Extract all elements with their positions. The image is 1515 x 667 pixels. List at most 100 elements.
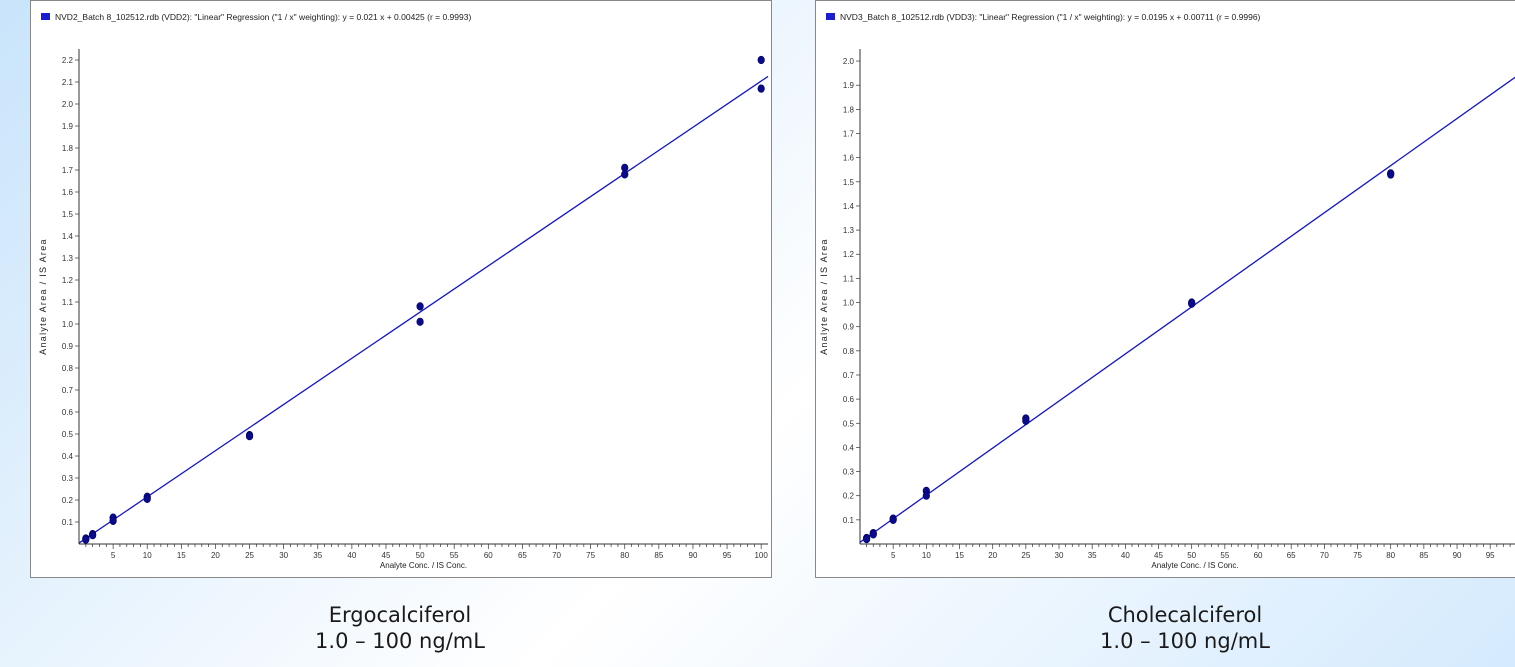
chart-title: NVD3_Batch 8_102512.rdb (VDD3): "Linear"… — [840, 12, 1261, 22]
y-tick-label: 1.4 — [843, 202, 855, 211]
x-tick-label: 30 — [279, 551, 288, 560]
y-tick-label: 1.5 — [62, 210, 74, 219]
x-tick-label: 75 — [586, 551, 595, 560]
chart-panel-ergocalciferol: NVD2_Batch 8_102512.rdb (VDD2): "Linear"… — [30, 0, 772, 578]
data-point — [869, 530, 877, 539]
legend-swatch — [41, 13, 50, 20]
y-tick-label: 0.1 — [843, 516, 855, 525]
x-tick-label: 15 — [955, 551, 964, 560]
x-tick-label: 85 — [1419, 551, 1428, 560]
x-tick-label: 20 — [988, 551, 997, 560]
caption-cholecalciferol: Cholecalciferol 1.0 – 100 ng/mL — [1060, 602, 1310, 654]
x-tick-label: 35 — [1088, 551, 1097, 560]
x-axis-label: Analyte Conc. / IS Conc. — [1151, 561, 1238, 570]
y-tick-label: 1.7 — [843, 130, 855, 139]
y-tick-label: 0.4 — [62, 452, 74, 461]
x-tick-label: 25 — [1021, 551, 1030, 560]
x-tick-label: 80 — [1386, 551, 1395, 560]
data-point — [1188, 299, 1196, 308]
chart-title: NVD2_Batch 8_102512.rdb (VDD2): "Linear"… — [55, 12, 471, 22]
chart-ergocalciferol: NVD2_Batch 8_102512.rdb (VDD2): "Linear"… — [38, 12, 769, 570]
x-tick-label: 95 — [723, 551, 732, 560]
y-tick-label: 0.6 — [62, 408, 74, 417]
y-axis-label: Analyte Area / IS Area — [819, 238, 829, 355]
x-tick-label: 100 — [754, 551, 768, 560]
y-tick-label: 0.8 — [62, 364, 74, 373]
y-tick-label: 1.9 — [62, 122, 74, 131]
chart-cholecalciferol: NVD3_Batch 8_102512.rdb (VDD3): "Linear"… — [819, 12, 1515, 570]
x-tick-label: 5 — [111, 551, 116, 560]
x-tick-label: 40 — [347, 551, 356, 560]
x-tick-label: 60 — [484, 551, 493, 560]
y-tick-label: 1.1 — [62, 298, 74, 307]
data-point — [621, 170, 629, 179]
data-point — [922, 491, 930, 500]
x-tick-label: 60 — [1254, 551, 1263, 560]
y-tick-label: 0.8 — [843, 347, 855, 356]
x-tick-label: 15 — [177, 551, 186, 560]
regression-line — [78, 75, 769, 544]
data-point — [757, 55, 765, 65]
y-tick-label: 0.1 — [62, 518, 74, 527]
data-point — [757, 84, 765, 93]
y-tick-label: 0.3 — [62, 474, 74, 483]
y-tick-label: 1.3 — [843, 226, 855, 235]
y-tick-label: 1.6 — [62, 188, 74, 197]
y-tick-label: 0.2 — [62, 496, 74, 505]
y-tick-label: 0.5 — [843, 419, 855, 428]
y-tick-label: 0.5 — [62, 430, 74, 439]
x-tick-label: 85 — [654, 551, 663, 560]
data-point — [245, 432, 254, 441]
y-tick-label: 0.9 — [843, 323, 855, 332]
y-tick-label: 1.8 — [62, 144, 74, 153]
data-point — [1022, 416, 1030, 425]
y-tick-label: 0.9 — [62, 342, 74, 351]
x-tick-label: 20 — [211, 551, 220, 560]
caption-name: Ergocalciferol — [328, 603, 472, 627]
x-tick-label: 45 — [382, 551, 391, 560]
y-tick-label: 1.7 — [62, 166, 74, 175]
data-point — [82, 535, 90, 544]
y-tick-label: 1.1 — [843, 274, 855, 283]
y-tick-label: 1.8 — [843, 105, 855, 114]
chart-panel-cholecalciferol: NVD3_Batch 8_102512.rdb (VDD3): "Linear"… — [815, 0, 1515, 578]
x-tick-label: 80 — [620, 551, 629, 560]
x-tick-label: 65 — [1287, 551, 1296, 560]
x-tick-label: 25 — [245, 551, 254, 560]
y-tick-label: 0.7 — [843, 371, 855, 380]
y-tick-label: 2.2 — [62, 56, 74, 65]
caption-range: 1.0 – 100 ng/mL — [315, 629, 485, 653]
y-tick-label: 0.3 — [843, 468, 855, 477]
regression-line — [859, 76, 1515, 543]
y-tick-label: 1.5 — [843, 178, 855, 187]
y-tick-label: 2.0 — [62, 100, 74, 109]
caption-range: 1.0 – 100 ng/mL — [1100, 629, 1270, 653]
data-point — [416, 317, 424, 326]
x-tick-label: 75 — [1353, 551, 1362, 560]
data-point — [863, 535, 871, 544]
x-tick-label: 55 — [1220, 551, 1229, 560]
x-tick-label: 40 — [1121, 551, 1130, 560]
x-tick-label: 90 — [689, 551, 698, 560]
y-tick-label: 1.4 — [62, 232, 74, 241]
y-tick-label: 0.2 — [843, 492, 855, 501]
y-tick-label: 2.0 — [843, 57, 855, 66]
y-tick-label: 2.1 — [62, 78, 74, 87]
y-tick-label: 1.2 — [62, 276, 74, 285]
y-axis-label: Analyte Area / IS Area — [38, 238, 48, 355]
y-tick-label: 0.6 — [843, 395, 855, 404]
x-axis-label: Analyte Conc. / IS Conc. — [380, 561, 467, 570]
data-point — [89, 531, 97, 540]
data-point — [416, 302, 424, 311]
y-tick-label: 1.0 — [843, 299, 855, 308]
y-tick-label: 0.4 — [843, 443, 855, 452]
x-tick-label: 5 — [891, 551, 896, 560]
x-tick-label: 55 — [450, 551, 459, 560]
y-tick-label: 0.7 — [62, 386, 74, 395]
x-tick-label: 90 — [1453, 551, 1462, 560]
data-point — [143, 494, 151, 504]
data-point — [109, 516, 117, 526]
x-tick-label: 45 — [1154, 551, 1163, 560]
x-tick-label: 50 — [416, 551, 425, 560]
data-point — [889, 515, 897, 524]
